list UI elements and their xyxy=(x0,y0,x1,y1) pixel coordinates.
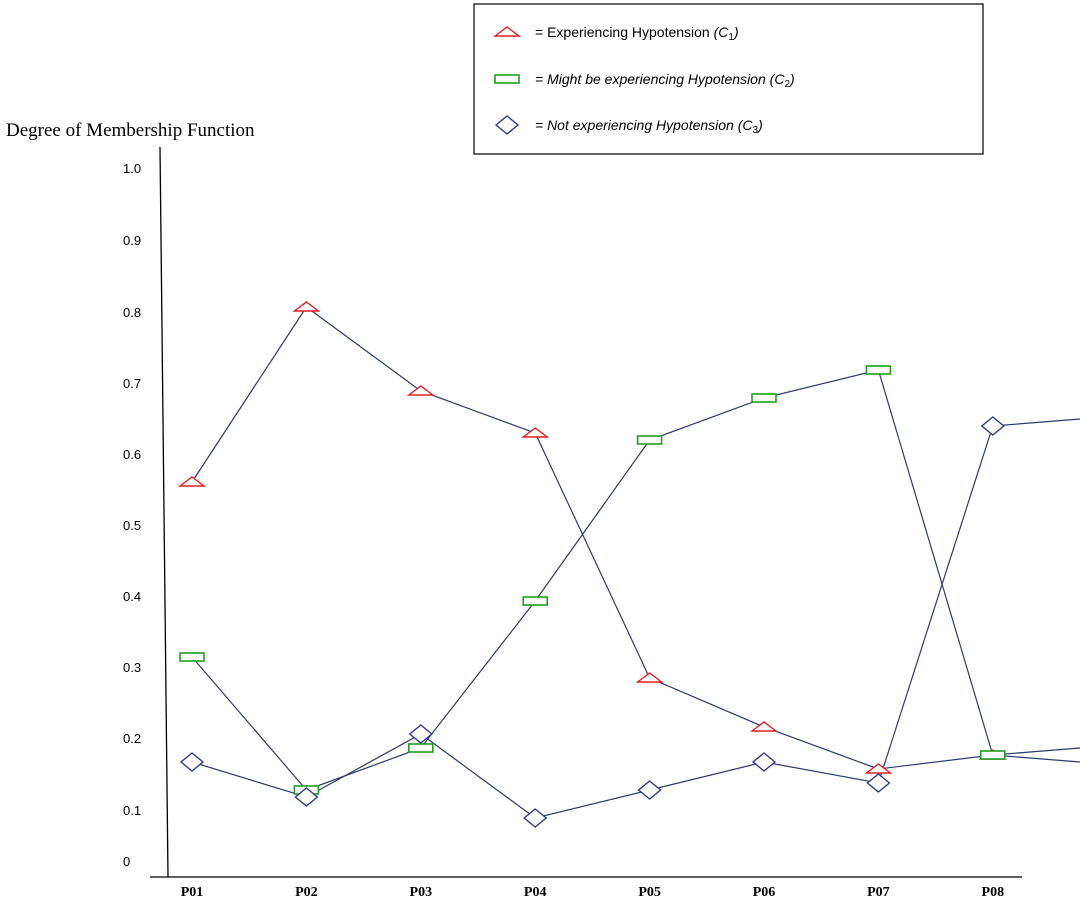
legend-label: = Might be experiencing Hypotension (C2) xyxy=(535,71,795,90)
legend: = Experiencing Hypotension (C1) = Might b… xyxy=(473,3,984,155)
x-tick-label: P05 xyxy=(638,885,661,900)
data-point-triangle xyxy=(292,301,321,312)
x-tick-label: P01 xyxy=(181,885,204,900)
x-tick-label: P02 xyxy=(295,885,318,900)
data-point-diamond xyxy=(866,773,891,793)
y-tick-label: 1.0 xyxy=(123,161,141,176)
data-point-diamond xyxy=(751,752,777,772)
legend-marker-rectangle xyxy=(494,74,520,84)
data-point-rectangle xyxy=(407,743,434,753)
data-point-diamond xyxy=(294,787,319,807)
series-line xyxy=(191,369,1081,791)
data-point-diamond xyxy=(408,724,433,744)
legend-marker-triangle xyxy=(492,26,522,37)
data-point-diamond xyxy=(523,808,548,828)
y-tick-label: 0.5 xyxy=(123,518,141,533)
y-tick-labels: 1.0 0.9 0.8 0.7 0.6 0.5 0.4 0.3 0.2 0.1 0 xyxy=(123,161,141,869)
x-tick-label: P06 xyxy=(753,885,776,900)
y-tick-label: 0.3 xyxy=(123,660,141,675)
data-point-diamond xyxy=(980,416,1005,436)
series-line xyxy=(191,306,1081,770)
series-line xyxy=(191,418,1081,819)
y-axis-line xyxy=(159,146,169,878)
data-point-triangle xyxy=(749,721,779,732)
x-tick-label: P04 xyxy=(524,885,547,900)
data-point-diamond xyxy=(179,752,205,772)
series-markers xyxy=(177,301,1007,828)
y-tick-label: 0.6 xyxy=(123,447,141,462)
data-point-triangle xyxy=(406,385,435,396)
y-tick-label: 0.8 xyxy=(123,305,141,320)
y-tick-label: 0.2 xyxy=(123,731,141,746)
series-lines xyxy=(191,306,1081,819)
x-tick-label: P08 xyxy=(982,885,1005,900)
y-tick-label: 0.9 xyxy=(123,233,141,248)
data-point-triangle xyxy=(635,672,664,683)
x-tick-labels: P01 P02 P03 P04 P05 P06 P07 P08 xyxy=(181,885,1004,900)
y-tick-label: 0.4 xyxy=(123,589,141,604)
y-tick-label: 0.7 xyxy=(123,376,141,391)
legend-label: = Experiencing Hypotension (C1) xyxy=(535,24,739,43)
data-point-rectangle xyxy=(179,652,205,662)
data-point-diamond xyxy=(637,780,662,800)
y-axis-label: Degree of Membership Function xyxy=(6,120,255,141)
axes xyxy=(150,146,1022,878)
data-point-rectangle xyxy=(751,393,777,403)
y-tick-label: 0.1 xyxy=(123,803,141,818)
x-tick-label: P07 xyxy=(867,885,890,900)
x-tick-label: P03 xyxy=(410,885,433,900)
y-tick-label: 0 xyxy=(123,854,130,869)
legend-box xyxy=(473,3,984,155)
data-point-rectangle xyxy=(636,435,663,445)
data-point-rectangle xyxy=(979,750,1006,760)
data-point-triangle xyxy=(521,427,550,438)
data-point-triangle xyxy=(864,763,893,774)
legend-marker-diamond xyxy=(494,115,520,135)
data-point-rectangle xyxy=(865,365,892,375)
legend-label: = Not experiencing Hypotension (C3) xyxy=(535,117,763,136)
data-point-rectangle xyxy=(522,596,549,606)
data-point-triangle xyxy=(177,476,207,487)
